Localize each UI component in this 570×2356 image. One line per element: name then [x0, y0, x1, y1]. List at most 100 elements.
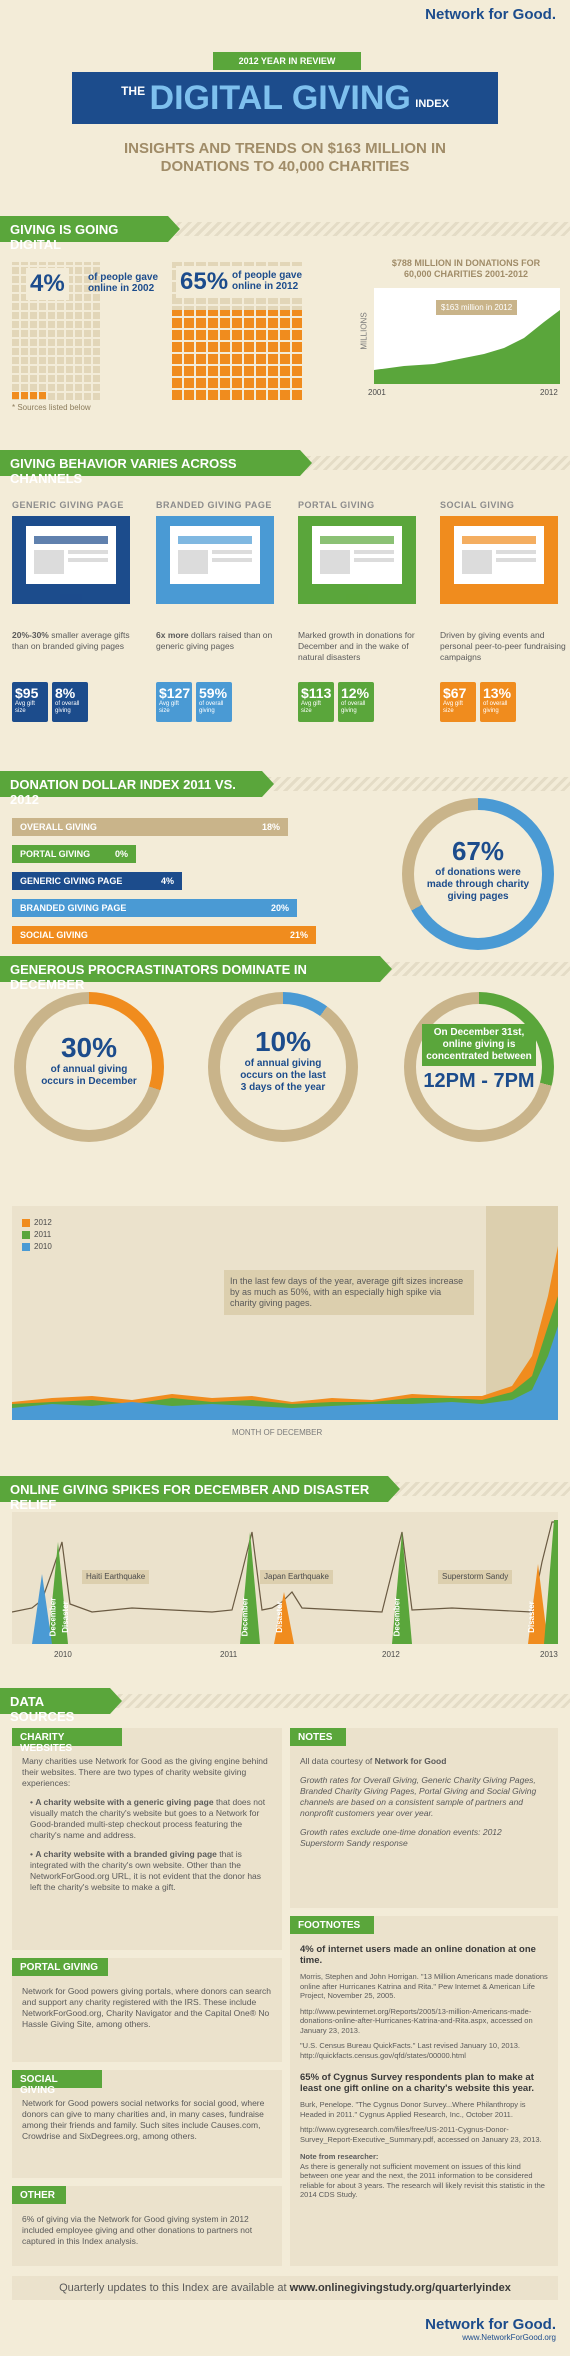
c3-time: 12PM - 7PM [423, 1070, 535, 1092]
heading-text: GIVING IS GOING DIGITAL [10, 222, 119, 252]
card-desc: 6x more dollars raised than on generic g… [156, 630, 286, 652]
panel-other: OTHER 6% of giving via the Network for G… [12, 2186, 282, 2266]
foot3: As there is generally not sufficient mov… [300, 2161, 545, 2200]
dollar-row: OVERALL GIVING 18% [12, 818, 288, 836]
chart-ylabel: MILLIONS [359, 312, 369, 350]
legend-item: 2012 [22, 1218, 52, 1227]
panel-portal-head: PORTAL GIVING [12, 1958, 108, 1976]
panel-notes-head: NOTES [290, 1728, 346, 1746]
foot1-census[interactable]: "U.S. Census Bureau QuickFacts." Last re… [300, 2041, 521, 2060]
heading-text: GENEROUS PROCRASTINATORS DOMINATE IN DEC… [10, 962, 307, 992]
grid-2002-filled [12, 392, 46, 399]
social-text: Network for Good powers social networks … [22, 2098, 265, 2141]
foot1: 4% of internet users made an online dona… [300, 1944, 536, 1966]
card-desc-text: dollars raised than on generic giving pa… [156, 630, 273, 651]
card-screen [12, 516, 130, 604]
dollar-row-value: 0% [114, 849, 128, 859]
panel-notes: NOTES All data courtesy of Network for G… [290, 1728, 558, 1908]
stat-2002-label-a: of people gave [88, 272, 159, 283]
grid-2012-filled [172, 310, 304, 400]
title-pre: THE [121, 84, 146, 98]
spike-2011-december [240, 1532, 260, 1644]
chart-title-b: 60,000 CHARITIES 2001-2012 [403, 269, 529, 279]
card-desc-bold: 6x more [156, 630, 189, 640]
dollar-row: GENERIC GIVING PAGE 4% [12, 872, 182, 890]
card-avg-stat: $95 Avg gift size [12, 682, 48, 722]
c3-line-a: On December 31st, [433, 1027, 525, 1038]
card-avg-label: Avg gift size [301, 701, 321, 714]
card-avg-label: Avg gift size [159, 701, 179, 714]
foot2-url[interactable]: http://www.cygresearch.com/files/free/US… [300, 2125, 542, 2144]
dollar-row-value: 20% [270, 903, 289, 913]
section-heading-channels: GIVING BEHAVIOR VARIES ACROSS CHANNELS [0, 450, 312, 486]
donut-line-a: of donations were [435, 867, 521, 878]
vlabel-dis-2011: Disaster [274, 1601, 284, 1633]
legend-label: 2010 [34, 1242, 52, 1251]
vlabel-dec-2011: December [240, 1597, 250, 1637]
footer-logo: Network for Good. www.NetworkForGood.org [425, 2316, 556, 2342]
subtitle-line-2: DONATIONS TO 40,000 CHARITIES [160, 158, 410, 175]
panel-other-head: OTHER [12, 2186, 66, 2204]
chart-xlabel: MONTH OF DECEMBER [232, 1428, 323, 1437]
card-avg-value: $113 [301, 685, 332, 701]
panel-head-text: OTHER [20, 2190, 55, 2201]
vlabel-dec-2012: December [392, 1597, 402, 1637]
notes-p1: All data courtesy of Network for Good [300, 1756, 548, 1767]
c1-pct: 30% [60, 1032, 118, 1063]
c2-pct: 10% [254, 1026, 312, 1057]
card-desc: Marked growth in donations for December … [298, 630, 428, 663]
label-japan-text: Japan Earthquake [264, 1572, 329, 1581]
card-pct-label: of overall giving [55, 701, 80, 714]
card-avg-value: $127 [159, 685, 191, 701]
stat-2002-label-b: online in 2002 [88, 283, 155, 294]
panel-head-text: FOOTNOTES [298, 1920, 361, 1931]
dollar-row: PORTAL GIVING 0% [12, 845, 136, 863]
legend-swatch [22, 1218, 30, 1227]
card-desc-text: Marked growth in donations for December … [298, 630, 415, 662]
dollar-row-value: 4% [160, 876, 174, 886]
card-desc-text: Driven by giving events and personal pee… [440, 630, 566, 662]
label-japan: Japan Earthquake [260, 1570, 333, 1584]
notes-p1b: Network for Good [374, 1756, 447, 1766]
spike-2012-disaster [528, 1564, 548, 1644]
series-2012 [12, 1246, 558, 1420]
foot2: 65% of Cygnus Survey respondents plan to… [300, 2072, 535, 2094]
card-desc-bold: 20%-30% [12, 630, 49, 640]
page-title: DIGITAL GIVING [149, 79, 411, 117]
panel-foot-head: FOOTNOTES [290, 1916, 374, 1934]
spike-2011-disaster [274, 1592, 294, 1644]
stat-2012-value: 65% [180, 268, 229, 295]
dollar-row-label: OVERALL GIVING [20, 822, 97, 832]
donut-line-c: giving pages [447, 891, 509, 902]
quarterly-link[interactable]: www.onlinegivingstudy.org/quarterlyindex [289, 2282, 511, 2294]
logo: Network for Good. [425, 6, 556, 23]
section-heading-digital: GIVING IS GOING DIGITAL [0, 216, 180, 252]
year-2010: 2010 [54, 1650, 72, 1659]
card-pct-value: 13% [483, 685, 512, 701]
quarterly-text: Quarterly updates to this Index are avai… [59, 2282, 290, 2294]
card-avg-stat: $67 Avg gift size [440, 682, 476, 722]
notes-p3: Growth rates exclude one-time donation e… [300, 1827, 502, 1848]
year-badge-text: 2012 YEAR IN REVIEW [238, 56, 336, 66]
charity-b1-bold: A charity website with a generic giving … [35, 1797, 214, 1807]
callout-text: $163 million in 2012 [441, 303, 513, 312]
charity-b2-bold: A charity website with a branded giving … [35, 1849, 217, 1859]
dollar-row-label: GENERIC GIVING PAGE [20, 876, 123, 886]
label-sandy: Superstorm Sandy [438, 1570, 513, 1584]
charity-b2-text: that is integrated with the charity's ow… [30, 1849, 262, 1892]
dollar-row-label: BRANDED GIVING PAGE [20, 903, 127, 913]
section-heading-spikes: ONLINE GIVING SPIKES FOR DECEMBER AND DI… [0, 1476, 400, 1512]
card-desc: 20%-30% smaller average gifts than on br… [12, 630, 142, 652]
footer-url[interactable]: www.NetworkForGood.org [462, 2333, 556, 2342]
card-title: SOCIAL GIVING [440, 500, 515, 510]
header-subtitle: INSIGHTS AND TRENDS ON $163 MILLION IN D… [0, 140, 570, 176]
legend-label: 2012 [34, 1218, 52, 1227]
heading-text: DATA SOURCES [10, 1694, 75, 1724]
card-avg-stat: $127 Avg gift size [156, 682, 192, 722]
divider [0, 1694, 570, 1708]
legend-swatch [22, 1242, 30, 1251]
c1-line-a: of annual giving [50, 1064, 128, 1075]
c2-line-c: 3 days of the year [240, 1082, 326, 1093]
foot1-url[interactable]: http://www.pewinternet.org/Reports/2005/… [300, 2006, 533, 2035]
area-fill [374, 310, 560, 384]
